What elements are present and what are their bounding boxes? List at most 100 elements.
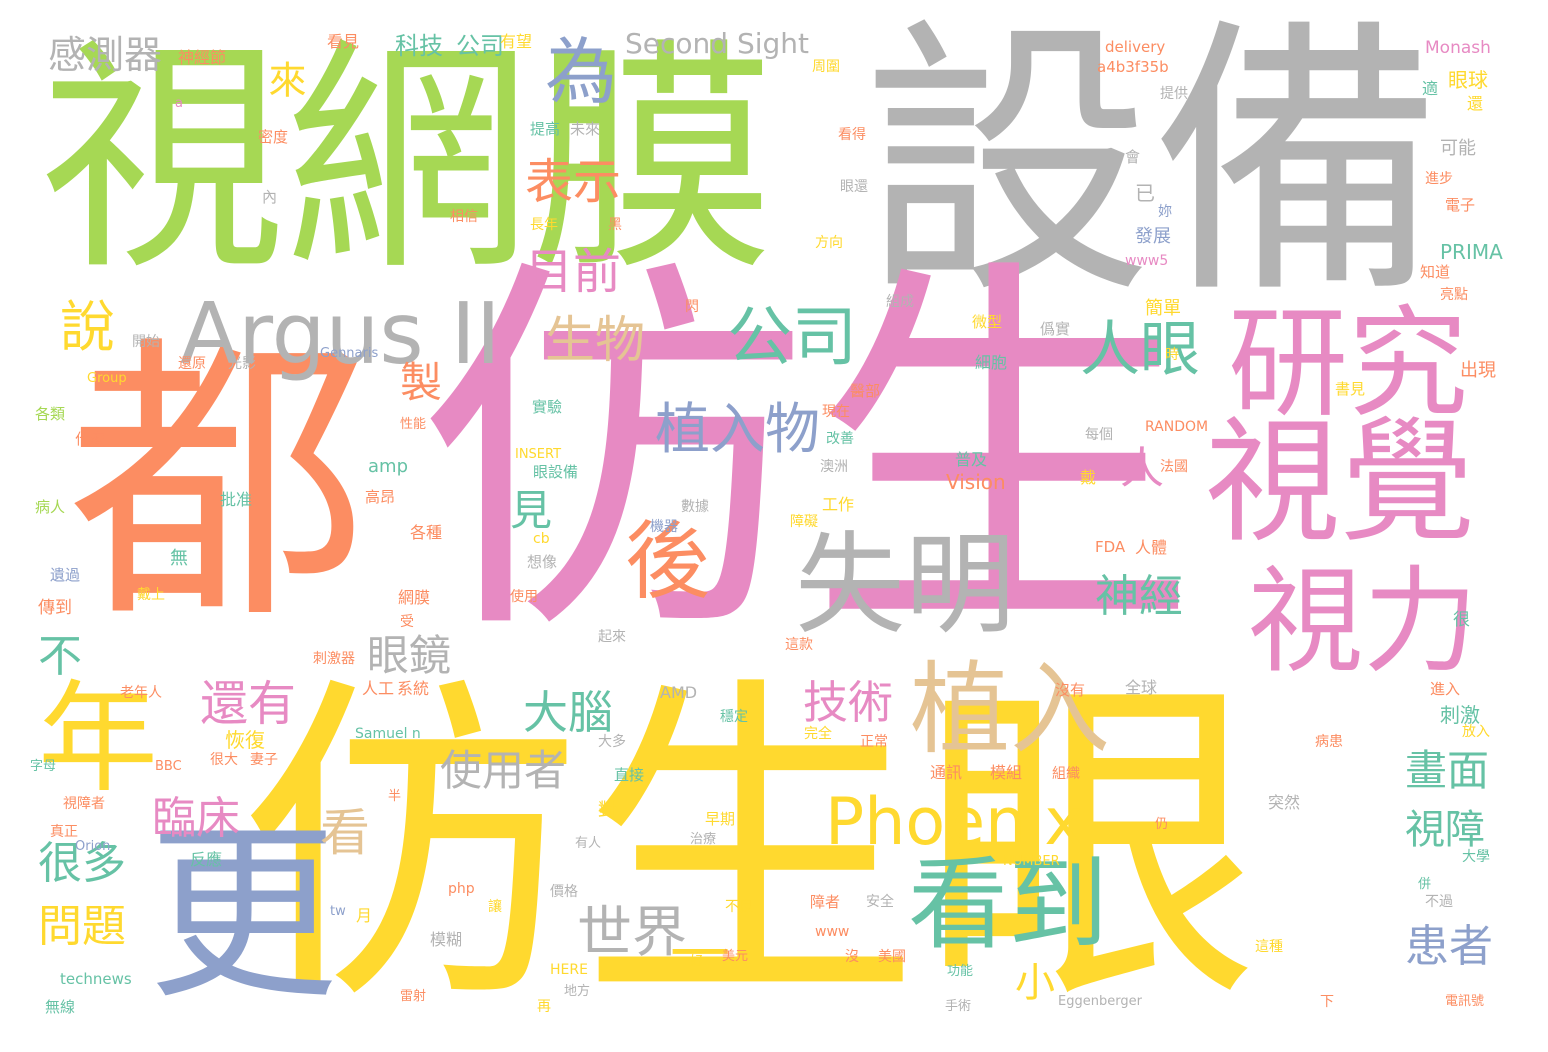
word: www5 (1125, 253, 1169, 269)
word: 知道 (1420, 263, 1451, 281)
word: 僞實 (1040, 320, 1071, 338)
word: 還有 (200, 676, 297, 732)
word: 光影 (228, 356, 256, 372)
word: 人體 (1135, 538, 1168, 557)
word: 長年 (530, 217, 558, 233)
word: 組織 (1052, 766, 1080, 782)
word: 說 (60, 295, 116, 359)
word: 早期 (705, 810, 736, 828)
word: 刺激 (1440, 703, 1480, 727)
word: 還原 (178, 356, 206, 372)
word: 很多 (38, 838, 126, 889)
word: 已 (1135, 181, 1155, 205)
word: 數據 (681, 499, 709, 515)
word: 有人 (575, 836, 602, 851)
word: 小 (1015, 960, 1055, 1006)
word: 通訊 (930, 763, 963, 782)
word: 相信 (450, 209, 478, 225)
word: 改善 (826, 431, 854, 447)
word: 都 (68, 310, 368, 659)
word: 併 (1418, 877, 1432, 892)
word: tw (330, 904, 346, 919)
word: 研究 (1228, 295, 1468, 434)
word: Group (87, 371, 127, 386)
word: 大多 (598, 734, 626, 750)
word: BBC (155, 759, 182, 774)
word: 表示 (525, 154, 622, 210)
word: 下 (1320, 994, 1334, 1010)
word: 看見 (327, 32, 360, 51)
word: 地方 (564, 984, 591, 999)
word: 遺過 (50, 566, 81, 584)
word: 這種 (1255, 939, 1283, 955)
word: technews (60, 970, 132, 988)
word: Argus II (180, 285, 501, 384)
word: 提供 (1160, 86, 1188, 102)
word: 會 (1125, 148, 1141, 166)
word: 各種 (410, 523, 443, 542)
word: 使用 (510, 589, 538, 605)
word: 美元 (722, 949, 749, 964)
word: 發展 (1135, 226, 1171, 247)
word: Monash (1425, 38, 1491, 58)
word: 傳到 (38, 598, 72, 618)
word: 神經節 (178, 48, 227, 67)
word: 感測器 (48, 33, 163, 77)
word: 可能 (1440, 138, 1476, 159)
word: 眼還 (840, 179, 868, 195)
word: 穩定 (720, 709, 748, 725)
word: Vision (946, 470, 1006, 494)
word: 科技 (395, 32, 443, 60)
word: 突然 (1268, 793, 1301, 812)
word: 年 (38, 670, 158, 809)
word: 想像 (527, 553, 558, 571)
word: 實驗 (532, 398, 563, 416)
word: 直接 (614, 766, 645, 784)
word: 老年人 (120, 685, 162, 701)
word: 妻子 (250, 752, 278, 768)
word: 臨床 (152, 793, 240, 844)
word: 人眼 (1080, 315, 1200, 385)
word: 更 (148, 804, 339, 1025)
word: Orion (75, 839, 111, 854)
word: 批准 (220, 490, 253, 509)
word: INSERT (515, 447, 562, 462)
word: 性能 (400, 417, 427, 432)
word: Second Sight (625, 27, 809, 60)
word: 手術 (945, 999, 972, 1014)
word: 進入 (1430, 680, 1461, 698)
word: 眼鏡 (367, 631, 452, 680)
word: 不過 (1425, 894, 1453, 910)
word: 雷射 (400, 989, 427, 1004)
word: 戴上 (137, 587, 165, 603)
word: www (815, 924, 850, 940)
word: 受 (400, 614, 414, 630)
word: 功能 (947, 964, 974, 979)
word: 工作 (822, 495, 855, 514)
word: 病人 (35, 498, 66, 516)
word: 機器 (650, 519, 678, 535)
word: 這款 (785, 637, 813, 653)
word: 微型 (972, 313, 1003, 331)
word: 很 (1449, 610, 1469, 627)
word: 很大 (210, 752, 238, 768)
word: 起來 (598, 629, 626, 645)
word: 半 (388, 789, 402, 804)
word: 正常 (860, 734, 888, 750)
word: 對 (598, 800, 616, 821)
word: 內 (262, 188, 278, 206)
word: 時 (1165, 347, 1179, 363)
word: 障者 (810, 893, 841, 911)
word: 植入 (910, 651, 1110, 768)
word: 問題 (38, 901, 126, 952)
word: amp (368, 456, 408, 477)
word: 畫面 (1405, 746, 1490, 795)
word: 植入物 (655, 397, 821, 461)
word: 讓 (488, 899, 502, 915)
word: 仿生眼 (240, 650, 1260, 1046)
word: 無線 (45, 998, 76, 1016)
word: 公司 (727, 300, 858, 375)
word: 人工 (362, 679, 395, 698)
word: 看到 (908, 846, 1108, 963)
